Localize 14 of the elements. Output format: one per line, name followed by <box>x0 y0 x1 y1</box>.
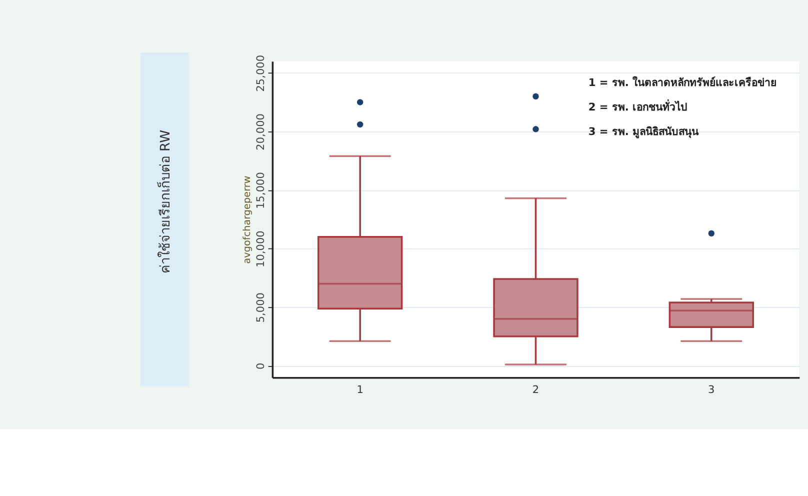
x-tick-label: 2 <box>532 384 540 396</box>
text: ค่าใช้จ่ายเรียกเก็บต่อ RW <box>156 130 174 274</box>
annotation: 2 = รพ. เอกชนทั่วไป <box>588 98 688 114</box>
y-tick-label: 5,000 <box>254 292 267 323</box>
annotation: 1 = รพ. ในตลาดหลักทรัพย์และเครือข่าย <box>588 74 777 89</box>
y-axis-title: avgofchargeperrw <box>242 176 253 264</box>
y-tick-label: 10,000 <box>254 230 267 268</box>
x-tick-label: 3 <box>708 384 715 396</box>
annotation: 3 = รพ. มูลนิธิสนับสนุน <box>588 126 700 140</box>
x-tick-label: 1 <box>356 384 364 396</box>
y-tick-label: 20,000 <box>254 114 267 150</box>
y-tick-label: 15,000 <box>254 172 267 209</box>
y-tick-label: 25,000 <box>254 54 267 92</box>
y-tick-label: 0 <box>254 362 267 370</box>
